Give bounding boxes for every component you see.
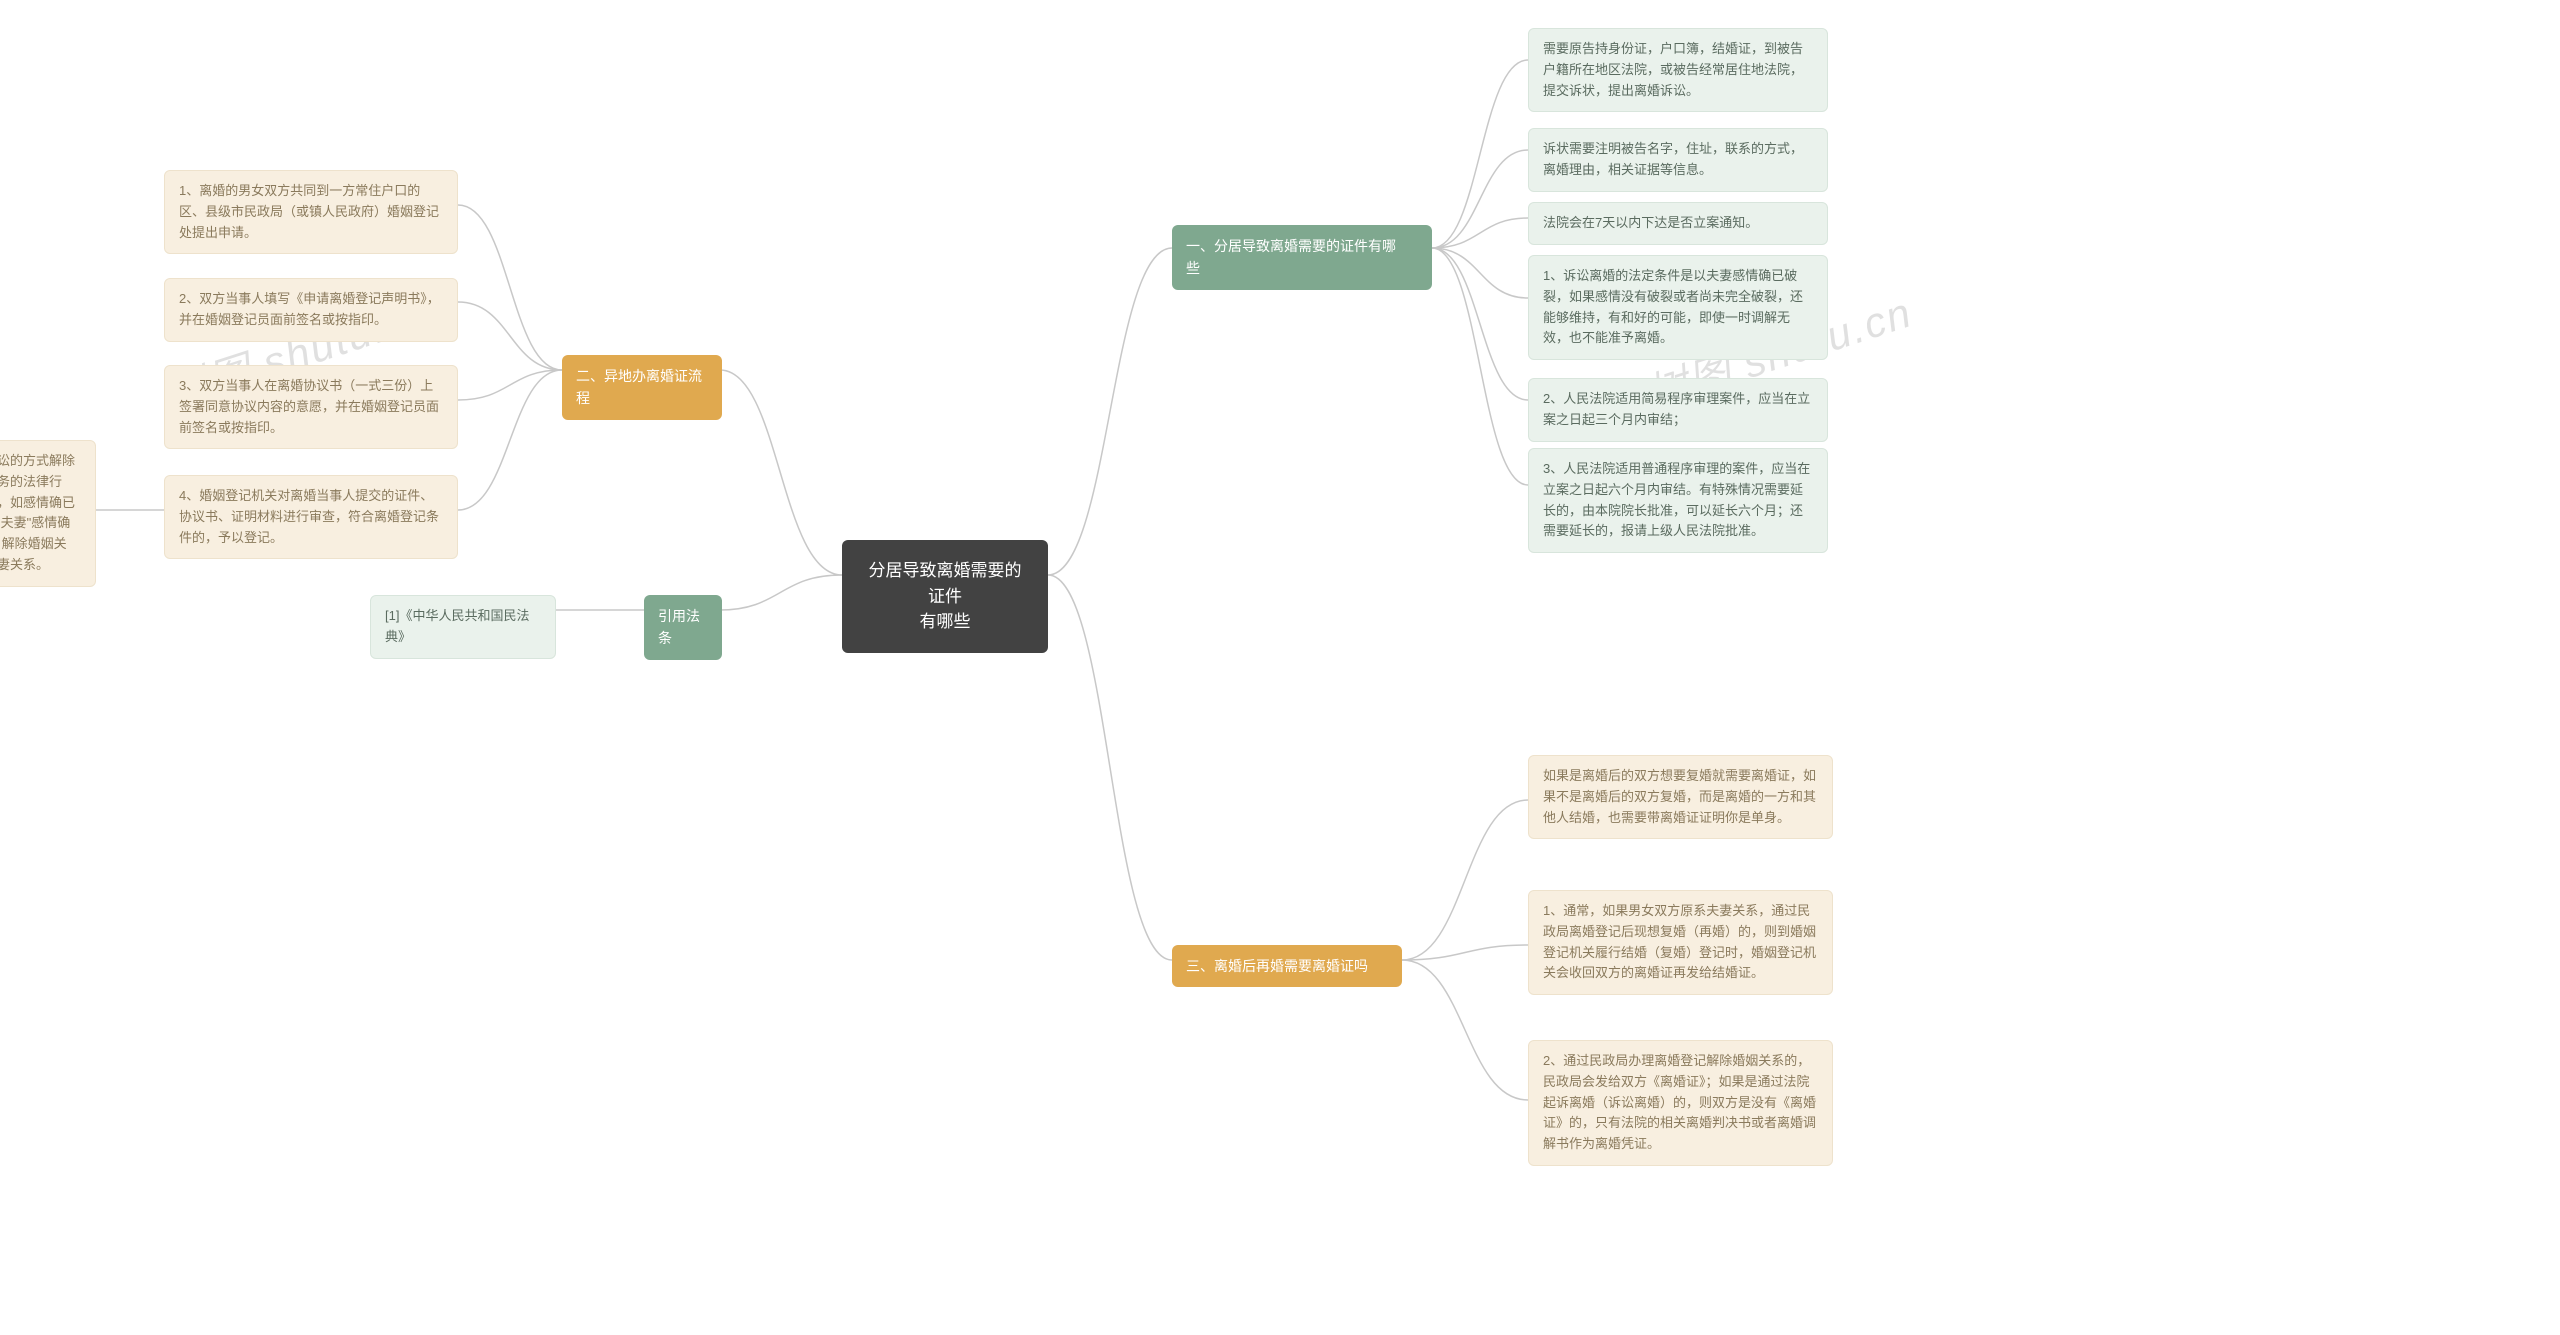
branch-r1: 一、分居导致离婚需要的证件有哪 些 <box>1172 225 1432 290</box>
root-title-2: 有哪些 <box>864 609 1026 635</box>
leaf-r1-5: 2、人民法院适用简易程序审理案件，应当在立案之日起三个月内审结； <box>1528 378 1828 442</box>
leaf-r2-1: 如果是离婚后的双方想要复婚就需要离婚证，如果不是离婚后的双方复婚，而是离婚的一方… <box>1528 755 1833 839</box>
branch-l2: 引用法条 <box>644 595 722 660</box>
leaf-r1-1: 需要原告持身份证，户口簿，结婚证，到被告户籍所在地区法院，或被告经常居住地法院，… <box>1528 28 1828 112</box>
leaf-r2-3: 2、通过民政局办理离婚登记解除婚姻关系的，民政局会发给双方《离婚证》；如果是通过… <box>1528 1040 1833 1166</box>
leaf-l1-3: 3、双方当事人在离婚协议书（一式三份）上签署同意协议内容的意愿，并在婚姻登记员面… <box>164 365 458 449</box>
leaf-l1-4: 4、婚姻登记机关对离婚当事人提交的证件、协议书、证明材料进行审查，符合离婚登记条… <box>164 475 458 559</box>
branch-r2: 三、离婚后再婚需要离婚证吗 <box>1172 945 1402 987</box>
leaf-r1-4: 1、诉讼离婚的法定条件是以夫妻感情确已破裂，如果感情没有破裂或者尚未完全破裂，还… <box>1528 255 1828 360</box>
root-title-1: 分居导致离婚需要的证件 <box>864 558 1026 609</box>
leaf-l2-1: [1]《中华人民共和国民法典》 <box>370 595 556 659</box>
leaf-r1-2: 诉状需要注明被告名字，住址，联系的方式，离婚理由，相关证据等信息。 <box>1528 128 1828 192</box>
leaf-l1-4-sub: 离婚是指夫妻双方通过协议或诉讼的方式解除婚姻关系，终止夫妻间权利和义务的法律行为… <box>0 440 96 587</box>
leaf-r2-2: 1、通常，如果男女双方原系夫妻关系，通过民政局离婚登记后现想复婚（再婚）的，则到… <box>1528 890 1833 995</box>
leaf-l1-1: 1、离婚的男女双方共同到一方常住户口的区、县级市民政局（或镇人民政府）婚姻登记处… <box>164 170 458 254</box>
leaf-r1-3: 法院会在7天以内下达是否立案通知。 <box>1528 202 1828 245</box>
branch-r1-line1: 一、分居导致离婚需要的证件有哪 <box>1186 235 1418 257</box>
leaf-l1-2: 2、双方当事人填写《申请离婚登记声明书》，并在婚姻登记员面前签名或按指印。 <box>164 278 458 342</box>
leaf-r1-6: 3、人民法院适用普通程序审理的案件，应当在立案之日起六个月内审结。有特殊情况需要… <box>1528 448 1828 553</box>
branch-r1-line2: 些 <box>1186 257 1418 279</box>
branch-l1: 二、异地办离婚证流程 <box>562 355 722 420</box>
root-node: 分居导致离婚需要的证件 有哪些 <box>842 540 1048 653</box>
